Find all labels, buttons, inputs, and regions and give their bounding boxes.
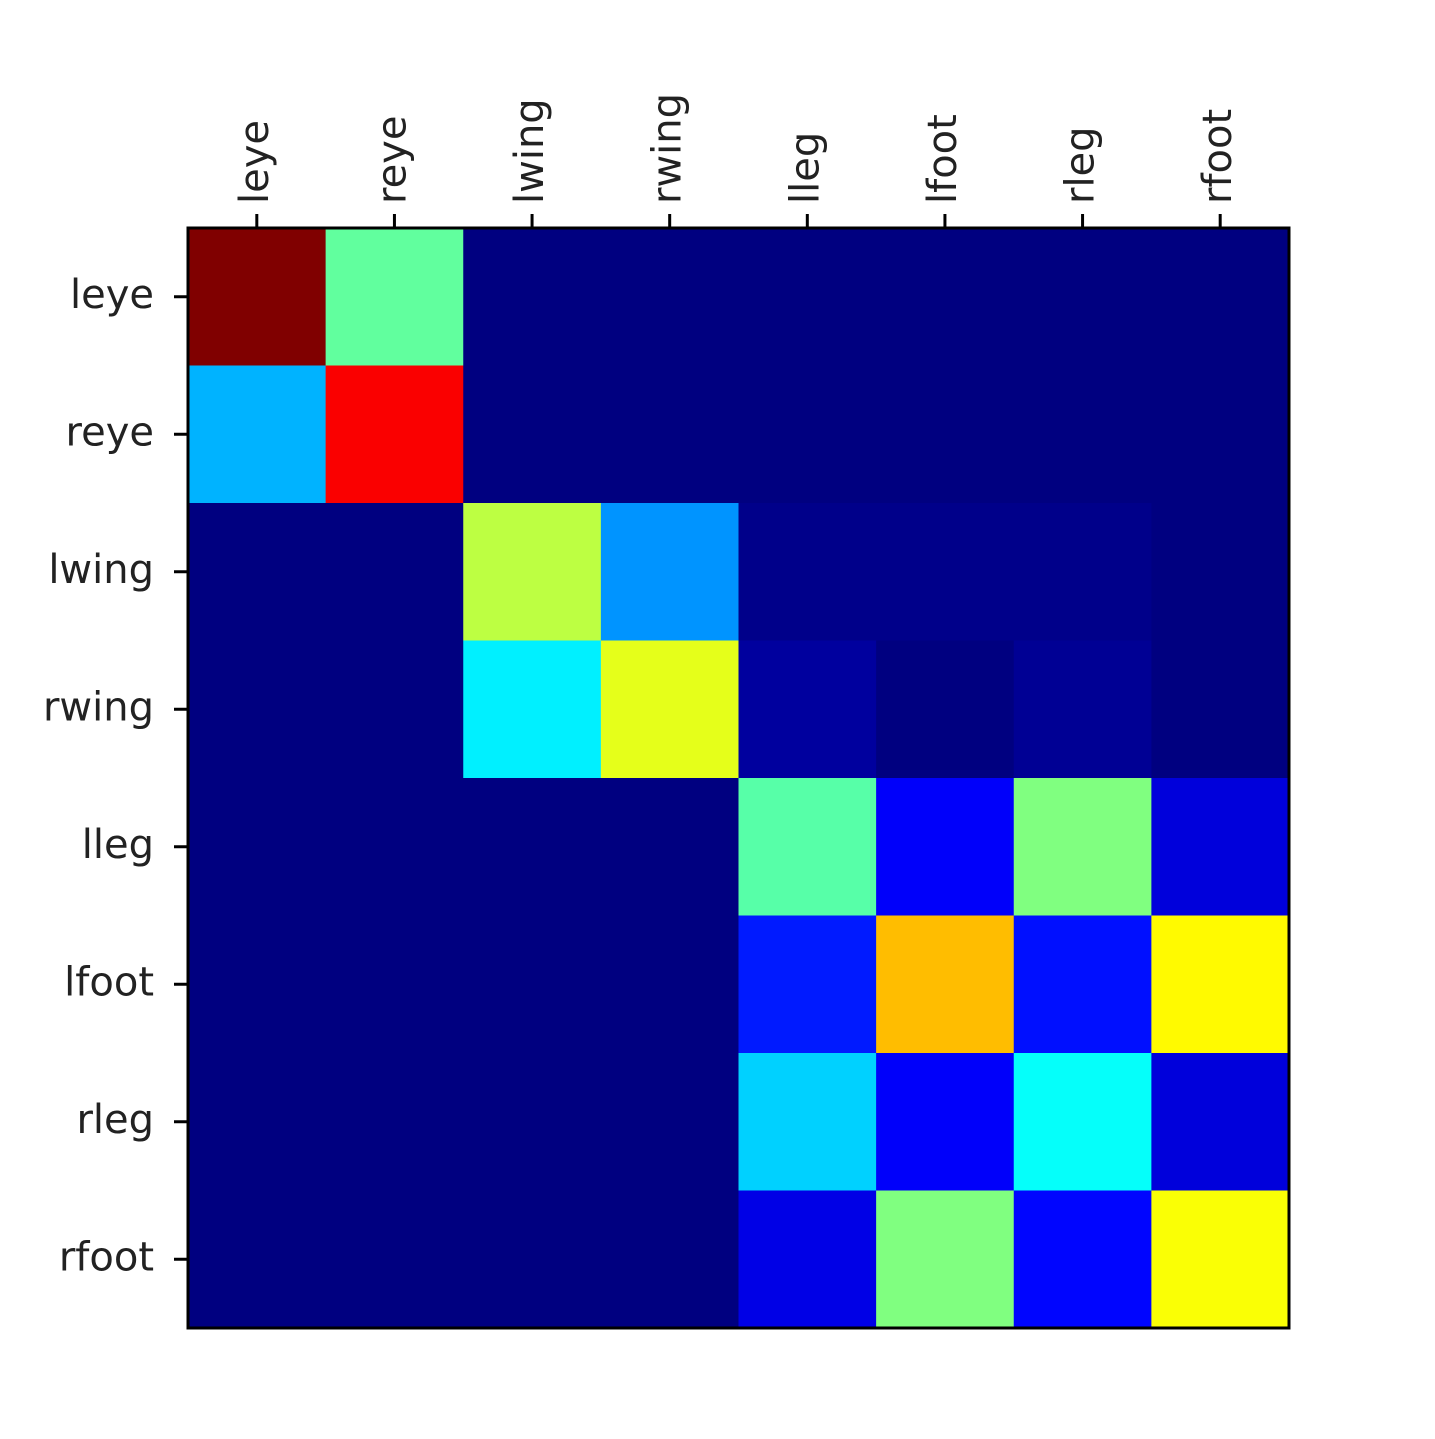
heatmap-cell xyxy=(1151,915,1290,1054)
heatmap-cell xyxy=(738,365,877,504)
heatmap-cell xyxy=(1151,778,1290,916)
heatmap-cell xyxy=(1013,1053,1152,1191)
heatmap-cell xyxy=(876,1053,1015,1191)
heatmap-cell xyxy=(1013,778,1152,916)
heatmap-cell xyxy=(325,640,464,779)
heatmap-cell xyxy=(325,778,464,916)
x-tick-label: leye xyxy=(232,120,278,204)
heatmap-cell xyxy=(1151,640,1290,779)
x-tick-label: lleg xyxy=(782,132,828,204)
heatmap-cell xyxy=(876,365,1015,504)
heatmap-cell xyxy=(463,640,602,779)
heatmap-cell xyxy=(325,228,464,366)
heatmap-cell xyxy=(738,503,877,641)
x-tick-label: reye xyxy=(369,116,415,204)
heatmap-cell xyxy=(325,1190,464,1329)
heatmap-cell xyxy=(188,915,327,1054)
heatmap-cell xyxy=(463,778,602,916)
heatmap-cell xyxy=(876,915,1015,1054)
y-tick-label: lleg xyxy=(82,822,154,868)
heatmap-cell xyxy=(1151,365,1290,504)
heatmap-cell xyxy=(188,503,327,641)
heatmap-cell xyxy=(1151,1053,1290,1191)
x-tick-label: lfoot xyxy=(920,114,966,204)
heatmap-cell xyxy=(463,228,602,366)
heatmap-cell xyxy=(600,503,739,641)
heatmap-cell xyxy=(463,365,602,504)
y-tick-label: lwing xyxy=(48,547,154,593)
heatmap-cell xyxy=(463,1053,602,1191)
heatmap-cell xyxy=(188,778,327,916)
heatmap-cell xyxy=(1013,365,1152,504)
heatmap-cell xyxy=(463,503,602,641)
y-tick-label: leye xyxy=(70,272,154,318)
y-tick-label: reye xyxy=(66,409,154,455)
heatmap-cell xyxy=(600,915,739,1054)
heatmap-cell xyxy=(1151,1190,1290,1329)
heatmap-cell xyxy=(325,365,464,504)
heatmap-cell xyxy=(325,1053,464,1191)
heatmap-cell xyxy=(738,778,877,916)
heatmap-cell xyxy=(1013,1190,1152,1329)
y-tick-label: lfoot xyxy=(64,959,154,1005)
heatmap-cell xyxy=(188,365,327,504)
y-tick-label: rfoot xyxy=(59,1234,154,1280)
y-tick-label: rleg xyxy=(76,1097,154,1143)
heatmap-cell xyxy=(1151,228,1290,366)
heatmap-cell xyxy=(738,915,877,1054)
x-tick-label: rwing xyxy=(645,93,691,204)
heatmap-cell xyxy=(325,503,464,641)
heatmap-cell xyxy=(188,1053,327,1191)
heatmap-cell xyxy=(876,228,1015,366)
heatmap-cell xyxy=(188,640,327,779)
axes-frame xyxy=(186,226,1291,1330)
heatmap-cell xyxy=(600,1190,739,1329)
heatmap-cell xyxy=(325,915,464,1054)
heatmap-cell xyxy=(738,640,877,779)
heatmap-cell xyxy=(1013,503,1152,641)
heatmap-cell xyxy=(876,1190,1015,1329)
x-tick-label: rleg xyxy=(1058,126,1104,204)
heatmap-cell xyxy=(1013,228,1152,366)
heatmap-cell xyxy=(738,1053,877,1191)
heatmap-cell xyxy=(463,1190,602,1329)
heatmap-cell xyxy=(1013,640,1152,779)
heatmap-cell xyxy=(600,778,739,916)
heatmap-cell xyxy=(600,1053,739,1191)
heatmap-cell xyxy=(1151,503,1290,641)
heatmap-cell xyxy=(188,1190,327,1329)
heatmap-cell xyxy=(600,640,739,779)
heatmap-cell xyxy=(600,365,739,504)
heatmap-cell xyxy=(876,778,1015,916)
x-tick-label: rfoot xyxy=(1195,109,1241,204)
x-tick-label: lwing xyxy=(507,98,553,204)
heatmap-cell xyxy=(876,640,1015,779)
heatmap-cell xyxy=(738,228,877,366)
heatmap-cell xyxy=(738,1190,877,1329)
heatmap-cell xyxy=(1013,915,1152,1054)
heatmap-cell xyxy=(600,228,739,366)
y-tick-label: rwing xyxy=(43,684,154,730)
heatmap-cell xyxy=(876,503,1015,641)
heatmap-cell xyxy=(188,228,327,366)
heatmap-cell xyxy=(463,915,602,1054)
